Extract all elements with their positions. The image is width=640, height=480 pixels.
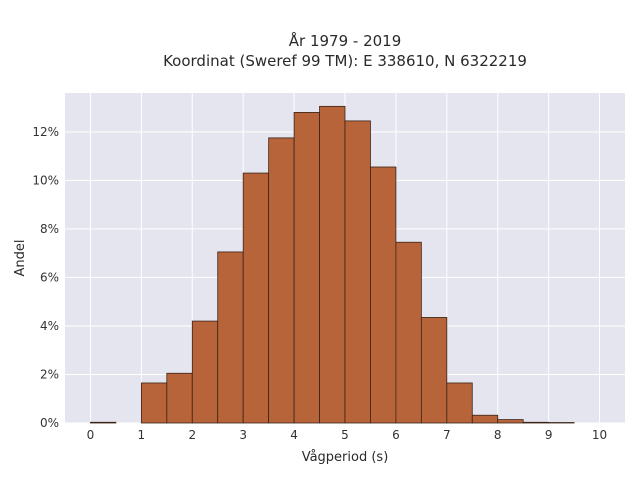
x-tick-label: 1 bbox=[138, 428, 146, 442]
x-tick-label: 4 bbox=[290, 428, 298, 442]
x-axis-label: Vågperiod (s) bbox=[302, 450, 389, 465]
histogram-bar bbox=[420, 317, 448, 424]
histogram-bar bbox=[319, 105, 346, 424]
histogram-bar bbox=[522, 421, 550, 424]
histogram-bar bbox=[242, 172, 270, 424]
x-tick-label: 0 bbox=[87, 428, 95, 442]
histogram-bar bbox=[497, 419, 524, 424]
y-tick-label: 2% bbox=[40, 367, 59, 381]
x-tick-label: 6 bbox=[392, 428, 400, 442]
bars bbox=[90, 105, 575, 424]
histogram-bar bbox=[293, 112, 320, 424]
histogram-bar bbox=[191, 320, 219, 424]
chart-title-line-1: År 1979 - 2019 bbox=[289, 31, 402, 50]
y-tick-label: 6% bbox=[40, 270, 59, 284]
x-tick-label: 10 bbox=[592, 428, 607, 442]
x-tick-label: 9 bbox=[545, 428, 553, 442]
histogram-bar bbox=[90, 421, 117, 424]
x-tick-label: 7 bbox=[443, 428, 451, 442]
y-tick-label: 4% bbox=[40, 319, 59, 333]
histogram-bar bbox=[471, 414, 499, 424]
y-tick-label: 0% bbox=[40, 416, 59, 430]
chart-title-line-2: Koordinat (Sweref 99 TM): E 338610, N 63… bbox=[163, 52, 527, 70]
histogram-bar bbox=[268, 137, 295, 424]
x-tick-label: 2 bbox=[188, 428, 196, 442]
x-tick-label: 8 bbox=[494, 428, 502, 442]
y-axis-ticks: 0% 2% 4% 6% 8% 10% 12% bbox=[32, 125, 59, 430]
histogram-bar bbox=[395, 241, 422, 424]
histogram-bar bbox=[370, 166, 397, 424]
histogram-bar bbox=[166, 372, 193, 424]
x-axis-ticks: 0 1 2 3 4 5 6 7 8 9 10 bbox=[87, 428, 608, 442]
y-tick-label: 10% bbox=[32, 173, 59, 187]
x-tick-label: 3 bbox=[239, 428, 247, 442]
histogram-bar bbox=[446, 382, 473, 424]
y-tick-label: 8% bbox=[40, 222, 59, 236]
histogram-bar bbox=[140, 382, 168, 424]
y-axis-label: Andel bbox=[13, 240, 28, 277]
histogram-bar bbox=[344, 120, 371, 424]
histogram-bar bbox=[217, 251, 244, 424]
y-tick-label: 12% bbox=[32, 125, 59, 139]
x-tick-label: 5 bbox=[341, 428, 349, 442]
